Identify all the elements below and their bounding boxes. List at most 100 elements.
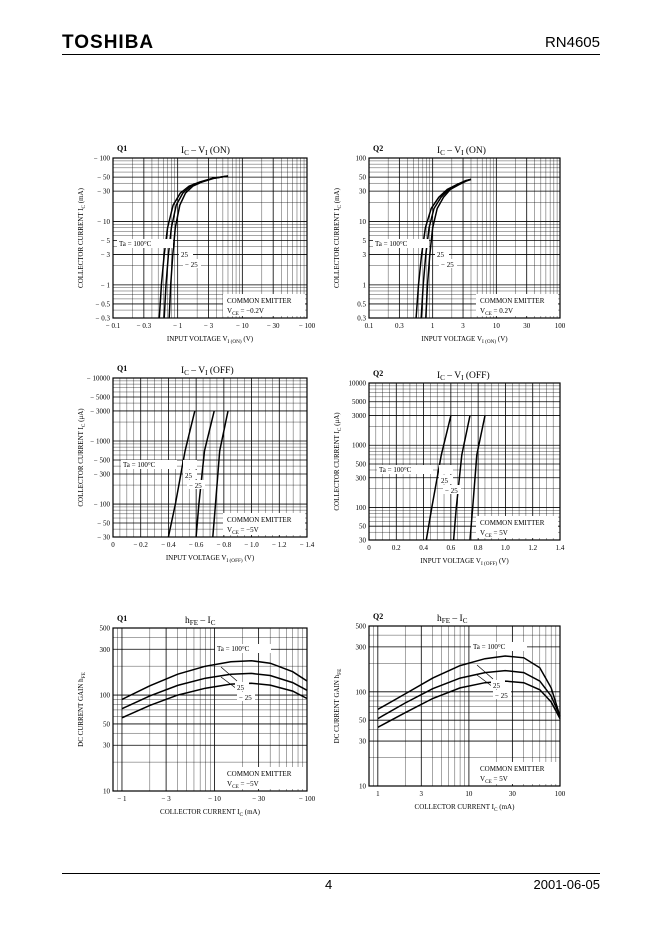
legend-bg <box>235 682 249 691</box>
chart-title: IC – VI (OFF) <box>181 365 234 377</box>
legend-bg <box>439 465 453 474</box>
panel-label: Q1 <box>117 144 127 153</box>
x-tick-label: − 100 <box>299 322 316 330</box>
legend-label: Ta = 100°C <box>375 240 408 248</box>
x-tick-label: 0.6 <box>446 544 455 552</box>
footer-date: 2001-06-05 <box>533 877 601 892</box>
y-tick-label: 50 <box>359 523 367 531</box>
legend-label: Ta = 100°C <box>473 643 506 651</box>
y-tick-label: 10 <box>359 783 367 791</box>
x-tick-label: 3 <box>420 790 424 798</box>
y-tick-label: 5 <box>363 237 367 245</box>
y-tick-label: 100 <box>100 692 111 700</box>
chart-q1-ic-vi-on: − 0.1− 0.3− 1− 3− 10− 30− 100− 0.3− 0.5−… <box>77 144 316 345</box>
y-axis-label: COLLECTOR CURRENT IC (μA) <box>333 412 343 511</box>
chart-q1-ic-vi-off: 0 − 0.2 − 0.4 − 0.6 − 0.8 − 1.0 − 1.2 − 1.4 − 30… <box>77 364 315 564</box>
legend-label: Ta = 100°C <box>123 461 156 469</box>
x-tick-label: − 0.3 <box>137 322 152 330</box>
note-line2: VCE = −5V <box>227 780 259 790</box>
plot-frame <box>112 377 308 538</box>
y-tick-label: 1 <box>363 281 367 289</box>
x-tick-label: − 30 <box>252 795 265 803</box>
y-tick-label: − 3 <box>101 251 111 259</box>
x-tick-label: − 30 <box>267 322 280 330</box>
note-line1: COMMON EMITTER <box>227 516 292 524</box>
plot-frame <box>112 157 308 319</box>
y-tick-label: 3 <box>363 251 367 259</box>
y-tick-label: 100 <box>356 688 367 696</box>
series-line-2 <box>168 175 229 319</box>
x-axis-label: INPUT VOLTAGE VI (ON) (V) <box>421 335 508 345</box>
legend-bg <box>183 259 201 268</box>
x-tick-label: 10 <box>465 790 473 798</box>
x-tick-label: 100 <box>555 790 566 798</box>
legend-label: 25 <box>181 251 189 259</box>
x-axis-label: INPUT VOLTAGE VI (OFF) (V) <box>420 557 509 567</box>
legend-bg <box>373 239 429 248</box>
header-rule <box>62 54 600 55</box>
y-tick-label: 50 <box>359 174 367 182</box>
y-tick-label: − 100 <box>94 501 111 509</box>
y-tick-label: − 10000 <box>87 375 111 383</box>
panel-label: Q1 <box>117 364 127 373</box>
note-line1: COMMON EMITTER <box>480 519 545 527</box>
series-line-2 <box>469 415 486 541</box>
y-tick-label: − 5 <box>101 237 111 245</box>
plot-frame <box>112 627 308 792</box>
x-tick-label: 0.3 <box>395 322 404 330</box>
y-axis-label: DC CURRENT GAIN hFE <box>77 672 87 747</box>
x-tick-label: − 1.0 <box>244 541 259 549</box>
y-tick-label: 300 <box>100 646 111 654</box>
x-tick-label: − 0.8 <box>217 541 232 549</box>
x-tick-label: − 1.4 <box>300 541 315 549</box>
x-tick-label: 1 <box>376 790 380 798</box>
footer-rule <box>62 873 600 874</box>
legend-label: − 25 <box>189 482 202 490</box>
x-axis-label: COLLECTOR CURRENT IC (mA) <box>160 808 261 818</box>
note-line1: COMMON EMITTER <box>227 770 292 778</box>
legend-leader <box>220 666 238 682</box>
x-tick-label: − 0.4 <box>161 541 176 549</box>
note-box <box>476 516 558 538</box>
legend-bg <box>435 249 449 258</box>
x-tick-label: 0 <box>367 544 371 552</box>
legend-bg <box>443 485 461 494</box>
note-line1: COMMON EMITTER <box>227 297 292 305</box>
legend-bg <box>377 465 433 474</box>
legend-bg <box>187 480 205 489</box>
series-line-0 <box>425 415 452 541</box>
x-tick-label: − 10 <box>208 795 221 803</box>
legend-bg <box>493 690 511 699</box>
y-tick-label: 100 <box>356 155 367 163</box>
legend-leader <box>476 664 494 680</box>
legend-bg <box>471 642 527 651</box>
x-tick-label: 1.2 <box>528 544 537 552</box>
x-axis-label: COLLECTOR CURRENT IC (mA) <box>415 803 516 813</box>
series-line-0 <box>377 655 561 717</box>
y-tick-label: 50 <box>103 720 111 728</box>
chart-title: hFE – IC <box>185 616 216 627</box>
legend-bg <box>179 249 193 258</box>
y-axis-label: COLLECTOR CURRENT IC (mA) <box>333 187 343 288</box>
series-line-2 <box>425 178 472 319</box>
legend-bg <box>121 460 177 469</box>
series-line-1 <box>452 415 471 541</box>
y-tick-label: 1000 <box>352 442 367 450</box>
y-tick-label: 10 <box>103 788 111 796</box>
legend-label: 25 <box>437 251 445 259</box>
x-tick-label: 0.8 <box>474 544 483 552</box>
x-tick-label: 30 <box>523 322 531 330</box>
plot-frame <box>368 157 561 319</box>
part-number: RN4605 <box>544 34 600 51</box>
panel-label: Q1 <box>117 614 127 623</box>
x-axis-label: INPUT VOLTAGE VI (ON) (V) <box>167 335 254 345</box>
series-line-0 <box>121 659 308 701</box>
legend-bg <box>183 470 197 479</box>
note-box <box>223 294 305 316</box>
series-line-1 <box>121 672 308 710</box>
x-tick-label: 30 <box>509 790 517 798</box>
x-tick-label: − 1 <box>117 795 127 803</box>
x-tick-label: 0.4 <box>419 544 428 552</box>
legend-label: − 25 <box>441 261 454 269</box>
series-line-0 <box>167 410 196 538</box>
